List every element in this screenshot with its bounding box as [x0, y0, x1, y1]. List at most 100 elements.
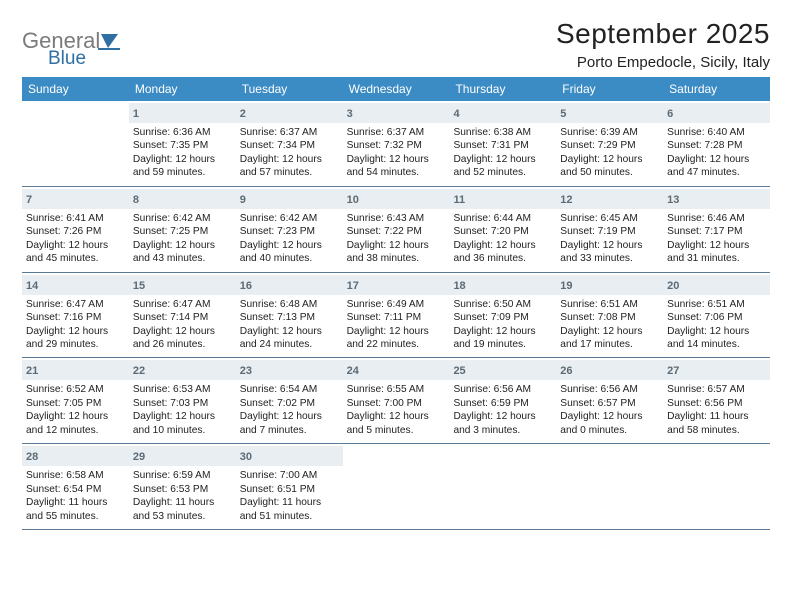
- sunrise-line: Sunrise: 6:46 AM: [667, 212, 766, 225]
- day-number: 12: [560, 194, 572, 206]
- day-of-week-cell: Sunday: [22, 77, 129, 101]
- day-number-bar: 12: [556, 189, 663, 209]
- daylight-line: Daylight: 12 hours and 0 minutes.: [560, 410, 659, 437]
- day-cell: 4Sunrise: 6:38 AMSunset: 7:31 PMDaylight…: [449, 101, 556, 186]
- sunrise-line: Sunrise: 6:57 AM: [667, 383, 766, 396]
- sunset-line: Sunset: 7:19 PM: [560, 225, 659, 238]
- daylight-line: Daylight: 12 hours and 19 minutes.: [453, 325, 552, 352]
- day-cell: 6Sunrise: 6:40 AMSunset: 7:28 PMDaylight…: [663, 101, 770, 186]
- day-number-bar: 27: [663, 360, 770, 380]
- calendar: SundayMondayTuesdayWednesdayThursdayFrid…: [22, 77, 770, 530]
- sunset-line: Sunset: 6:56 PM: [667, 397, 766, 410]
- generalblue-logo: General Blue: [22, 26, 140, 64]
- day-cell-empty: [343, 444, 450, 529]
- sunset-line: Sunset: 7:03 PM: [133, 397, 232, 410]
- day-number: 16: [240, 280, 252, 292]
- week-row: 1Sunrise: 6:36 AMSunset: 7:35 PMDaylight…: [22, 101, 770, 187]
- day-cell: 23Sunrise: 6:54 AMSunset: 7:02 PMDayligh…: [236, 358, 343, 443]
- sunset-line: Sunset: 7:20 PM: [453, 225, 552, 238]
- sunrise-line: Sunrise: 6:56 AM: [453, 383, 552, 396]
- day-number: 20: [667, 280, 679, 292]
- sunset-line: Sunset: 7:02 PM: [240, 397, 339, 410]
- daylight-line: Daylight: 12 hours and 26 minutes.: [133, 325, 232, 352]
- day-number-bar: 15: [129, 275, 236, 295]
- sunrise-line: Sunrise: 6:42 AM: [133, 212, 232, 225]
- day-number-bar: 1: [129, 103, 236, 123]
- sunset-line: Sunset: 7:16 PM: [26, 311, 125, 324]
- sunrise-line: Sunrise: 6:41 AM: [26, 212, 125, 225]
- sunrise-line: Sunrise: 6:50 AM: [453, 298, 552, 311]
- day-cell-empty: [663, 444, 770, 529]
- sunrise-line: Sunrise: 6:40 AM: [667, 126, 766, 139]
- day-number-bar: 11: [449, 189, 556, 209]
- daylight-line: Daylight: 12 hours and 17 minutes.: [560, 325, 659, 352]
- day-of-week-cell: Friday: [556, 77, 663, 101]
- sunrise-line: Sunrise: 6:37 AM: [240, 126, 339, 139]
- daylight-line: Daylight: 12 hours and 10 minutes.: [133, 410, 232, 437]
- day-of-week-cell: Wednesday: [343, 77, 450, 101]
- day-cell: 29Sunrise: 6:59 AMSunset: 6:53 PMDayligh…: [129, 444, 236, 529]
- day-number: 25: [453, 365, 465, 377]
- sunrise-line: Sunrise: 6:52 AM: [26, 383, 125, 396]
- day-number-bar: 3: [343, 103, 450, 123]
- day-number: 30: [240, 451, 252, 463]
- sunset-line: Sunset: 7:34 PM: [240, 139, 339, 152]
- month-title: September 2025: [556, 18, 770, 50]
- daylight-line: Daylight: 12 hours and 7 minutes.: [240, 410, 339, 437]
- day-number: 27: [667, 365, 679, 377]
- sunset-line: Sunset: 6:59 PM: [453, 397, 552, 410]
- calendar-page: General Blue September 2025 Porto Empedo…: [0, 0, 792, 612]
- day-number: 13: [667, 194, 679, 206]
- day-cell: 10Sunrise: 6:43 AMSunset: 7:22 PMDayligh…: [343, 187, 450, 272]
- day-number: 19: [560, 280, 572, 292]
- day-number-bar: 19: [556, 275, 663, 295]
- day-cell: 25Sunrise: 6:56 AMSunset: 6:59 PMDayligh…: [449, 358, 556, 443]
- day-cell: 20Sunrise: 6:51 AMSunset: 7:06 PMDayligh…: [663, 273, 770, 358]
- day-number-bar: 7: [22, 189, 129, 209]
- title-block: September 2025 Porto Empedocle, Sicily, …: [556, 18, 770, 71]
- day-number-bar: 28: [22, 446, 129, 466]
- daylight-line: Daylight: 12 hours and 33 minutes.: [560, 239, 659, 266]
- sunrise-line: Sunrise: 6:44 AM: [453, 212, 552, 225]
- day-number-bar: 13: [663, 189, 770, 209]
- daylight-line: Daylight: 12 hours and 40 minutes.: [240, 239, 339, 266]
- daylight-line: Daylight: 12 hours and 29 minutes.: [26, 325, 125, 352]
- day-cell: 30Sunrise: 7:00 AMSunset: 6:51 PMDayligh…: [236, 444, 343, 529]
- sunset-line: Sunset: 6:53 PM: [133, 483, 232, 496]
- week-row: 28Sunrise: 6:58 AMSunset: 6:54 PMDayligh…: [22, 444, 770, 530]
- day-number: 8: [133, 194, 139, 206]
- day-number: 11: [453, 194, 465, 206]
- day-cell: 21Sunrise: 6:52 AMSunset: 7:05 PMDayligh…: [22, 358, 129, 443]
- day-number: 22: [133, 365, 145, 377]
- day-number: 17: [347, 280, 359, 292]
- day-number: 3: [347, 108, 353, 120]
- day-number: 18: [453, 280, 465, 292]
- day-number: 28: [26, 451, 38, 463]
- daylight-line: Daylight: 12 hours and 59 minutes.: [133, 153, 232, 180]
- sunrise-line: Sunrise: 6:54 AM: [240, 383, 339, 396]
- day-cell: 24Sunrise: 6:55 AMSunset: 7:00 PMDayligh…: [343, 358, 450, 443]
- day-number-bar: 22: [129, 360, 236, 380]
- day-cell-empty: [22, 101, 129, 186]
- day-number-bar: 29: [129, 446, 236, 466]
- day-cell: 26Sunrise: 6:56 AMSunset: 6:57 PMDayligh…: [556, 358, 663, 443]
- sunrise-line: Sunrise: 6:51 AM: [667, 298, 766, 311]
- sunrise-line: Sunrise: 7:00 AM: [240, 469, 339, 482]
- sunset-line: Sunset: 6:57 PM: [560, 397, 659, 410]
- daylight-line: Daylight: 12 hours and 50 minutes.: [560, 153, 659, 180]
- day-cell: 3Sunrise: 6:37 AMSunset: 7:32 PMDaylight…: [343, 101, 450, 186]
- day-number-bar: 25: [449, 360, 556, 380]
- daylight-line: Daylight: 12 hours and 38 minutes.: [347, 239, 446, 266]
- sunset-line: Sunset: 7:31 PM: [453, 139, 552, 152]
- daylight-line: Daylight: 12 hours and 31 minutes.: [667, 239, 766, 266]
- day-number-bar: 8: [129, 189, 236, 209]
- day-number-bar: 20: [663, 275, 770, 295]
- sunset-line: Sunset: 7:13 PM: [240, 311, 339, 324]
- sunrise-line: Sunrise: 6:43 AM: [347, 212, 446, 225]
- daylight-line: Daylight: 11 hours and 58 minutes.: [667, 410, 766, 437]
- day-number-bar: 26: [556, 360, 663, 380]
- day-number-bar: 2: [236, 103, 343, 123]
- sunrise-line: Sunrise: 6:47 AM: [26, 298, 125, 311]
- day-cell: 22Sunrise: 6:53 AMSunset: 7:03 PMDayligh…: [129, 358, 236, 443]
- day-number-bar: 6: [663, 103, 770, 123]
